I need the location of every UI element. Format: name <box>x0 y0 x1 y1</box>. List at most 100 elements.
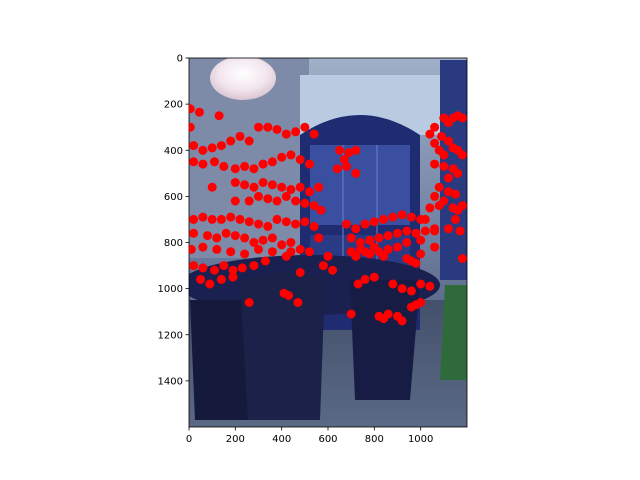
scatter-point <box>314 182 324 192</box>
x-tick-label: 0 <box>186 434 192 445</box>
scatter-point <box>230 196 240 206</box>
scatter-point <box>416 249 426 259</box>
scatter-point <box>263 194 273 204</box>
scatter-point <box>450 189 460 199</box>
scatter-point <box>425 281 435 291</box>
scatter-point <box>351 168 361 178</box>
scatter-point <box>309 129 319 139</box>
scatter-point <box>267 247 277 257</box>
scatter-point <box>249 164 259 174</box>
scatter-point <box>300 198 310 208</box>
x-tick-label: 200 <box>226 434 245 445</box>
scatter-point <box>430 226 440 236</box>
scatter-point <box>207 214 217 224</box>
scatter-point <box>316 205 326 215</box>
scatter-series <box>189 104 467 326</box>
scatter-point <box>346 309 356 319</box>
scatter-point <box>360 219 370 229</box>
scatter-point <box>212 233 222 243</box>
scatter-point <box>406 212 416 222</box>
scatter-point <box>189 228 199 238</box>
scatter-point <box>397 284 407 294</box>
scatter-point <box>360 274 370 284</box>
scatter-point <box>323 251 333 261</box>
scatter-point <box>379 251 389 261</box>
scatter-point <box>393 242 402 252</box>
scatter-point <box>272 214 282 224</box>
scatter-point <box>335 145 345 155</box>
scatter-point <box>374 233 384 243</box>
scatter-point <box>430 191 440 201</box>
scatter-point <box>216 274 226 284</box>
y-tick-label: 400 <box>164 146 183 157</box>
scatter-point <box>300 217 310 227</box>
scatter-point <box>281 191 291 201</box>
scatter-point <box>457 150 467 160</box>
scatter-point <box>249 238 259 247</box>
scatter-point <box>369 272 379 282</box>
scatter-point <box>305 159 314 169</box>
scatter-point <box>272 196 282 206</box>
scatter-point <box>434 182 444 192</box>
x-tick-label: 1000 <box>408 434 433 445</box>
scatter-point <box>439 196 449 206</box>
scatter-point <box>439 161 449 171</box>
scatter-point <box>254 219 263 229</box>
scatter-point <box>416 235 426 245</box>
scatter-point <box>244 217 254 227</box>
scatter-point <box>450 214 460 224</box>
scatter-point <box>240 249 250 259</box>
scatter-point <box>295 244 305 254</box>
scatter-point <box>228 265 238 275</box>
scatter-point <box>267 180 277 190</box>
scatter-point <box>219 261 229 271</box>
scatter-point <box>309 201 319 211</box>
scatter-point <box>244 136 254 146</box>
scatter-point <box>291 196 301 206</box>
scatter-point <box>196 274 206 284</box>
scatter-point <box>189 157 199 167</box>
scatter-point <box>198 145 208 155</box>
scatter-point <box>300 122 310 132</box>
scatter-point <box>240 233 250 243</box>
x-axis: 0 200 400 600 800 1000 <box>186 427 433 445</box>
scatter-point <box>254 244 263 254</box>
scatter-point <box>219 161 229 171</box>
scatter-point <box>249 261 259 271</box>
scatter-point <box>235 131 245 141</box>
scatter-point <box>420 226 430 236</box>
scatter-point <box>240 161 250 171</box>
scatter-point <box>425 203 435 213</box>
scatter-point <box>457 254 467 264</box>
scatter-point <box>444 136 453 146</box>
scatter-point <box>455 226 465 236</box>
scatter-point <box>309 221 319 231</box>
scatter-point <box>328 265 338 275</box>
scatter-point <box>430 242 440 252</box>
scatter-point <box>286 247 296 257</box>
y-tick-label: 1200 <box>158 330 183 341</box>
scatter-point <box>254 122 263 132</box>
scatter-point <box>457 113 467 123</box>
scatter-point <box>305 247 314 257</box>
scatter-point <box>444 173 453 183</box>
scatter-point <box>284 291 294 300</box>
scatter-point <box>351 145 361 155</box>
scatter-point <box>194 107 204 117</box>
scatter-point <box>258 159 268 169</box>
scatter-point <box>205 279 215 289</box>
scatter-point <box>353 279 363 289</box>
scatter-point <box>244 196 254 206</box>
scatter-point <box>397 210 407 220</box>
scatter-point <box>263 221 273 231</box>
scatter-point <box>258 178 268 187</box>
scatter-point <box>286 150 296 160</box>
scatter-point <box>444 224 453 234</box>
scatter-point <box>388 212 398 222</box>
scatter-point <box>388 279 398 289</box>
y-tick-label: 1400 <box>158 376 183 387</box>
scatter-point <box>295 155 305 164</box>
scatter-point <box>198 263 208 273</box>
scatter-point <box>286 185 296 194</box>
